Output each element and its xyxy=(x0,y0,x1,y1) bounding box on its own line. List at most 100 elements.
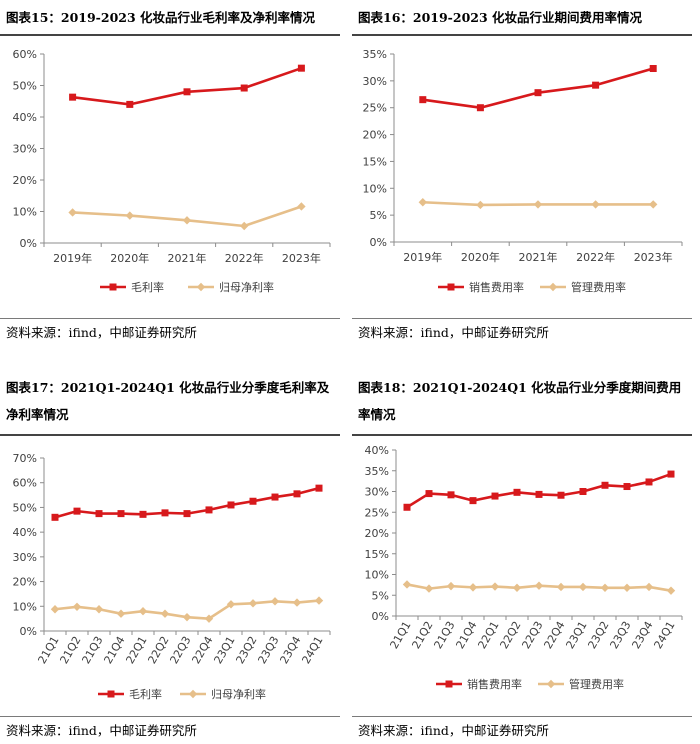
x-tick-label: 2023年 xyxy=(282,251,321,265)
y-tick-label: 0% xyxy=(372,610,389,623)
data-point xyxy=(418,198,427,207)
legend-marker xyxy=(188,689,198,699)
legend-marker xyxy=(548,282,558,292)
legend-label: 销售费用率 xyxy=(469,280,524,294)
data-point xyxy=(490,582,500,591)
data-point xyxy=(182,612,192,622)
x-tick-label: 21Q4 xyxy=(454,619,480,651)
data-point xyxy=(249,497,257,505)
x-tick-label: 23Q2 xyxy=(234,634,260,666)
data-point xyxy=(240,84,248,92)
x-tick-label: 22Q1 xyxy=(124,634,150,666)
title-divider xyxy=(0,434,340,436)
legend-label: 毛利率 xyxy=(129,687,162,701)
data-point xyxy=(51,513,59,521)
data-point xyxy=(117,510,125,518)
source-divider xyxy=(0,716,340,717)
data-point xyxy=(270,597,280,606)
data-point xyxy=(512,583,522,592)
data-point xyxy=(271,493,279,501)
x-tick-label: 21Q2 xyxy=(410,619,436,651)
data-point xyxy=(403,503,411,511)
y-tick-label: 40% xyxy=(13,111,37,124)
series-line xyxy=(422,67,654,110)
data-point xyxy=(95,510,103,518)
y-tick-label: 20% xyxy=(365,527,389,540)
legend-label: 管理费用率 xyxy=(569,677,624,691)
legend-marker xyxy=(109,283,117,291)
x-tick-label: 2021年 xyxy=(168,251,207,265)
data-point xyxy=(226,600,236,609)
data-point xyxy=(116,609,126,618)
data-point xyxy=(125,211,134,220)
data-point xyxy=(601,481,609,489)
x-tick-label: 22Q1 xyxy=(476,619,502,651)
panel-title: 图表17：2021Q1-2024Q1 化妆品行业分季度毛利率及净利率情况 xyxy=(6,380,330,422)
panel-title: 图表15：2019-2023 化妆品行业毛利率及净利率情况 xyxy=(6,10,316,25)
y-tick-label: 25% xyxy=(363,102,387,115)
x-tick-label: 21Q3 xyxy=(80,634,106,666)
y-tick-label: 25% xyxy=(365,506,389,519)
data-point xyxy=(69,93,77,101)
data-point xyxy=(419,96,427,104)
data-point xyxy=(476,104,484,112)
x-tick-label: 24Q1 xyxy=(652,619,678,651)
data-point xyxy=(579,488,587,495)
y-tick-label: 5% xyxy=(370,209,387,222)
x-tick-label: 22Q2 xyxy=(498,619,524,651)
data-point xyxy=(534,581,544,590)
data-point xyxy=(645,478,653,486)
series-line xyxy=(72,66,302,106)
legend-marker xyxy=(445,680,453,688)
data-point xyxy=(160,609,170,618)
data-point xyxy=(161,509,169,517)
y-tick-label: 15% xyxy=(365,548,389,561)
y-tick-label: 30% xyxy=(13,551,37,564)
data-point xyxy=(666,586,676,595)
line-chart: 0% 5% 10% 15% 20% 25% 30% 35% 2019年 2020年 2021年 202… xyxy=(363,48,683,294)
y-tick-label: 20% xyxy=(13,576,37,589)
data-point xyxy=(297,202,306,211)
legend-label: 管理费用率 xyxy=(571,280,626,294)
x-tick-label: 2023年 xyxy=(634,250,673,264)
legend-label: 毛利率 xyxy=(131,280,164,294)
y-tick-label: 50% xyxy=(13,501,37,514)
y-tick-label: 10% xyxy=(13,206,37,219)
y-tick-label: 0% xyxy=(20,237,37,250)
x-tick-label: 2022年 xyxy=(576,250,615,264)
y-tick-label: 35% xyxy=(363,48,387,61)
y-tick-label: 30% xyxy=(363,75,387,88)
data-point xyxy=(447,491,455,499)
data-point xyxy=(68,208,77,217)
data-point xyxy=(94,605,104,614)
data-point xyxy=(402,580,412,589)
title-divider xyxy=(352,434,692,436)
x-tick-label: 2020年 xyxy=(110,251,149,265)
y-tick-label: 60% xyxy=(13,48,37,61)
data-point xyxy=(592,81,600,89)
x-tick-label: 22Q3 xyxy=(168,634,194,666)
data-point xyxy=(205,506,213,514)
x-tick-label: 2019年 xyxy=(403,250,442,264)
y-tick-label: 40% xyxy=(365,444,389,457)
data-point xyxy=(248,599,258,608)
y-tick-label: 35% xyxy=(365,465,389,478)
x-tick-label: 22Q2 xyxy=(146,634,172,666)
title-divider xyxy=(0,34,340,36)
title-divider xyxy=(352,34,692,36)
y-tick-label: 10% xyxy=(363,182,387,195)
x-tick-label: 21Q4 xyxy=(102,634,128,666)
legend-marker xyxy=(107,690,115,698)
legend-marker xyxy=(447,283,455,291)
data-point xyxy=(425,490,433,498)
chart-panel-15: 图表15：2019-2023 化妆品行业毛利率及净利率情况 0% 10% 20% 30… xyxy=(0,0,340,350)
data-point xyxy=(297,64,305,72)
data-point xyxy=(644,582,654,592)
x-tick-label: 21Q3 xyxy=(432,619,458,651)
data-point xyxy=(556,582,566,592)
y-tick-label: 20% xyxy=(363,129,387,142)
data-point xyxy=(424,584,434,593)
x-tick-label: 21Q1 xyxy=(388,619,414,651)
y-tick-label: 40% xyxy=(13,526,37,539)
data-point xyxy=(446,581,456,591)
